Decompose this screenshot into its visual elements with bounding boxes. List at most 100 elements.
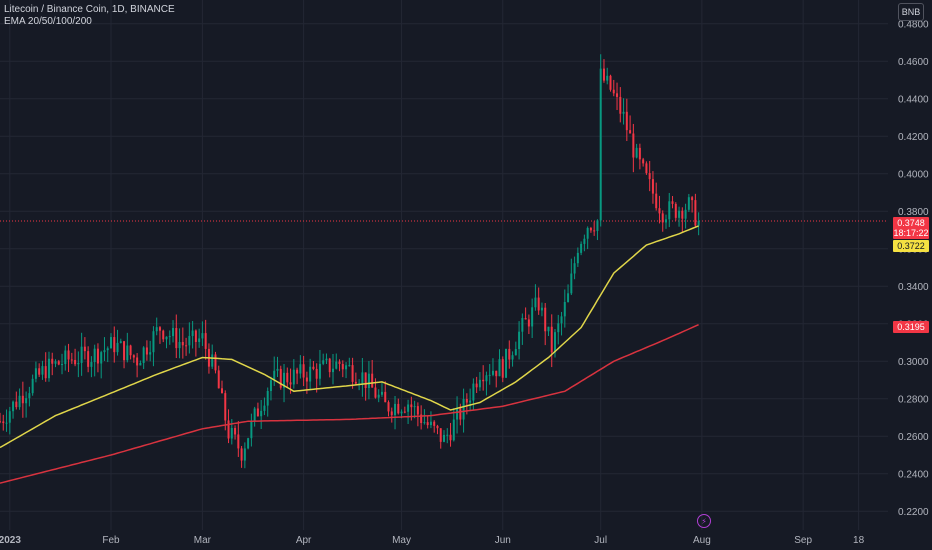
last-price-value: 0.3748 [897,218,925,228]
ema50-price-tag: 0.3722 [893,240,929,252]
candle-body [47,358,50,379]
candle-body [123,341,126,361]
candle-body [583,238,586,244]
candle-body [544,307,547,332]
candle-body [416,406,419,415]
candle-body [315,368,318,379]
grid-lines [0,0,888,530]
candle-body [90,362,93,367]
candle-body [485,375,488,382]
time-axis[interactable]: 2023 Feb Mar Apr May Jun Jul Aug Sep 18 [0,535,865,546]
candle-body [632,133,635,158]
candle-body [429,421,432,426]
candle-body [2,421,5,423]
currency-button[interactable]: BNB [898,3,924,21]
candle-body [332,368,334,373]
last-price-tag: 0.3748 18:17:22 [893,217,929,239]
candle-body [70,359,73,361]
candle-body [661,213,664,223]
candle-body [172,328,175,337]
candle-body [240,448,243,461]
candle-body [309,366,312,382]
candle-body [387,402,390,412]
candle-body [550,326,553,353]
candle-body [28,393,31,399]
candle-body [602,68,605,81]
candle-body [469,400,472,403]
candle-body [237,434,240,449]
candle-body [586,227,589,239]
candle-body [64,350,67,365]
candle-body [103,350,106,353]
candle-body [462,398,465,420]
candle-body [204,333,207,349]
price-tick-label: 0.2400 [898,469,929,480]
candle-body [149,352,152,355]
lightning-icon[interactable]: ⚡ [697,514,711,528]
candle-body [25,398,28,404]
candle-body [253,408,256,421]
candle-body [501,359,504,378]
time-tick-label: May [392,535,411,546]
price-tick-label: 0.2800 [898,394,929,405]
candle-body [5,422,8,424]
price-axis-bg [888,0,932,550]
candle-body [12,401,15,412]
candle-body [478,379,481,388]
candle-body [230,428,233,439]
price-tick-label: 0.3800 [898,207,929,218]
candle-body [302,364,305,378]
candle-body [570,273,573,294]
candle-body [158,327,161,331]
candle-body [400,411,403,414]
candle-body [106,348,109,351]
candle-body [243,448,246,461]
candle-body [645,163,648,174]
candle-body [547,326,550,332]
candle-body [573,263,576,274]
candle-body [132,355,135,358]
candle-body [100,352,103,364]
candle-body [136,357,139,366]
candle-body [508,348,511,360]
candle-body [38,368,41,375]
candle-body [361,372,364,384]
candle-body [247,438,250,449]
candle-body [175,328,178,349]
candle-body [446,434,449,436]
candle-body [495,370,498,377]
candle-body [397,403,400,414]
price-tick-label: 0.3000 [898,357,929,368]
candle-body [54,361,57,364]
candle-body [322,360,325,364]
ema200-price-tag: 0.3195 [893,321,929,333]
candle-body [475,383,478,388]
candle-body [201,333,204,339]
price-tick-label: 0.2200 [898,507,929,518]
candle-body [155,327,158,332]
candle-body [21,395,24,404]
candle-body [266,390,269,406]
bar-countdown: 18:17:22 [893,228,929,238]
candle-body [191,330,194,337]
symbol-title[interactable]: Litecoin / Binance Coin, 1D, BINANCE [4,4,175,15]
candle-body [674,203,677,218]
candle-body [77,362,80,365]
indicator-title[interactable]: EMA 20/50/100/200 [4,16,92,27]
candle-body [221,388,223,394]
candle-body [283,372,286,388]
candle-body [651,179,654,194]
candle-body [292,369,295,385]
candle-body [671,201,674,204]
candle-body [439,428,442,442]
candle-body [423,422,426,424]
candle-body [188,336,191,346]
candle-body [482,379,485,382]
candle-body [465,398,468,403]
candle-body [488,374,491,376]
price-axis[interactable]: 0.48000.46000.44000.42000.40000.38000.36… [888,0,932,550]
candle-body [41,366,44,375]
candle-body [152,331,155,353]
price-tick-label: 0.2600 [898,432,929,443]
